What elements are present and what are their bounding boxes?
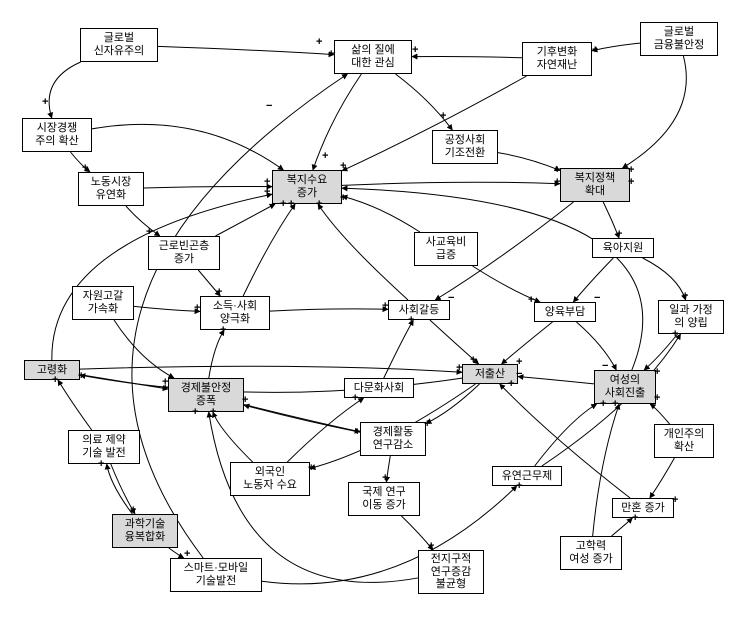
edge-n_econ_instab-n_income_polar [209,330,224,378]
edge-sign: + [316,36,322,48]
node-n_high_edu_women: 고학력 여성 증가 [560,536,622,570]
node-n_women_adv: 여성의 사회진출 [594,370,656,404]
node-n_flex_work: 유연근무제 [492,466,562,486]
edge-n_resource_dep-n_income_polar [134,306,200,311]
edge-n_social_conflict-n_low_birth [430,320,479,364]
node-n_econ_instab: 경제불안정 증폭 [168,378,244,412]
edge-sign: + [412,44,418,56]
edge-n_rnd_decrease-n_econ_instab [244,405,360,432]
edge-n_global_finance-n_climate [592,43,640,51]
edge-n_individualism-n_late_marriage [650,458,675,498]
node-n_fair_society: 공정사회 기조전환 [432,130,498,164]
node-n_smart_mobile: 스마트·모바일 기술발전 [170,558,262,592]
edge-n_rnd_decrease-n_intl_mobility [386,456,390,482]
edge-n_aging-n_welfare_demand [52,194,272,360]
node-n_resource_dep: 자원고갈 가속화 [72,286,134,320]
node-n_scitech_conv: 과학기술 융복합화 [112,514,178,548]
edge-n_climate-n_qol_interest [412,56,522,57]
edge-n_flex_work-n_women_adv [535,404,597,466]
node-n_welfare_demand: 복지수요 증가 [272,170,342,204]
edge-n_welfare_demand-n_welfare_policy [342,182,560,185]
edge-n_market_comp-n_labor_flex [70,152,89,172]
edge-n_qol_interest-n_welfare_demand [313,74,362,170]
node-n_late_marriage: 만혼 증가 [612,498,674,518]
edge-n_scitech_conv-n_smart_mobile [169,548,184,558]
node-n_low_birth: 저출산 [462,364,518,384]
edge-sign: − [266,100,272,112]
node-n_market_comp: 시장경쟁 주의 확산 [22,118,92,152]
edge-n_income_polar-n_welfare_demand [243,204,295,296]
node-n_individualism: 개인주의 확산 [654,424,714,458]
node-n_intl_mobility: 국제 연구 이동 증가 [348,482,420,516]
edge-n_labor_flex-n_welfare_demand [144,186,272,188]
edge-n_parent_burden-n_low_birth [502,322,553,364]
edge-n_women_adv-n_low_birth [518,377,594,384]
edge-n_medtech-n_scitech_conv [111,464,135,514]
edge-n_global_neolib-n_qol_interest [158,46,334,54]
node-n_multiculture: 다문화사회 [344,378,414,398]
node-n_edu_cost: 사교육비 급증 [414,232,478,266]
edge-n_social_conflict-n_welfare_demand [318,204,408,300]
edge-n_individualism-n_women_adv [650,404,669,424]
edge-n_women_adv-n_welfare_demand [342,188,643,370]
diagram-stage: 글로벌 신자유주의 글로벌 금융불안정삶의 질에 대한 관심 기후변화 자연재난시장… [0,0,736,624]
node-n_global_neolib: 글로벌 신자유주의 [80,28,158,62]
node-n_income_polar: 소득·사회 양극화 [200,296,270,330]
edge-n_income_polar-n_social_conflict [270,309,388,311]
edge-n_econ_instab-n_rnd_decrease [244,405,360,432]
edge-n_edu_cost-n_welfare_demand [342,196,420,232]
edge-n_labor_flex-n_working_poor [126,206,160,236]
edge-sign: + [440,110,446,122]
edge-n_market_comp-n_welfare_demand [92,124,283,170]
edge-n_high_edu_women-n_late_marriage [612,518,633,536]
edge-n_low_birth-n_rnd_decrease [426,384,479,423]
edge-n_edu_cost-n_parent_burden [473,266,540,302]
node-n_rnd_decrease: 경제활동 연구감소 [360,422,426,456]
node-n_global_finance: 글로벌 금융불안정 [640,22,718,56]
edge-n_multiculture-n_social_conflict [384,320,414,378]
edge-n_working_poor-n_welfare_demand [216,204,276,236]
edge-n_parent_burden-n_women_adv [576,322,616,370]
edge-n_aging-n_econ_instab [80,375,168,389]
edge-n_fair_society-n_welfare_policy [498,153,560,171]
node-n_social_conflict: 사회갈등 [388,300,450,320]
edge-n_working_poor-n_income_polar [198,270,220,296]
edge-sign: + [592,44,598,56]
node-n_global_rnd_imb: 전지구적 연구증감 불균형 [418,550,484,594]
edge-n_global_neolib-n_market_comp [49,62,81,118]
node-n_climate: 기후변화 자연재난 [522,42,592,76]
node-n_childcare_sup: 육아지원 [592,238,654,258]
edge-n_childcare_sup-n_parent_burden [573,258,613,302]
edge-n_resource_dep-n_econ_instab [114,320,174,378]
node-n_medtech: 의료 제약 기술 발전 [68,430,140,464]
edge-n_qol_interest-n_fair_society [396,74,453,130]
edge-n_global_finance-n_welfare_policy [622,56,686,168]
edge-n_foreign_labor-n_multiculture [287,398,363,462]
edge-sign: + [322,150,328,162]
node-n_parent_burden: 양육부담 [534,302,596,322]
edge-sign: + [42,96,48,108]
edge-n_aging-n_low_birth [80,366,462,372]
node-n_foreign_labor: 외국인 노동자 수요 [230,462,310,496]
edge-n_foreign_labor-n_econ_instab [213,412,253,462]
edge-n_work_family-n_women_adv [644,334,677,370]
edge-n_intl_mobility-n_global_rnd_imb [401,516,433,550]
edge-sign: + [264,186,270,198]
node-n_work_family: 일과 가정 의 양립 [658,300,724,334]
edge-n_medtech-n_aging [58,380,92,430]
node-n_working_poor: 근로빈곤층 증가 [148,236,220,270]
edge-n_childcare_sup-n_work_family [643,258,686,300]
node-n_welfare_policy: 복지정책 확대 [560,168,630,202]
node-n_labor_flex: 노동시장 유연화 [78,172,144,206]
edge-sign: + [264,176,270,188]
node-n_qol_interest: 삶의 질에 대한 관심 [334,40,412,74]
edge-n_scitech_conv-n_medtech [107,464,133,514]
node-n_aging: 고령화 [24,360,80,380]
edge-n_welfare_policy-n_childcare_sup [603,202,619,238]
